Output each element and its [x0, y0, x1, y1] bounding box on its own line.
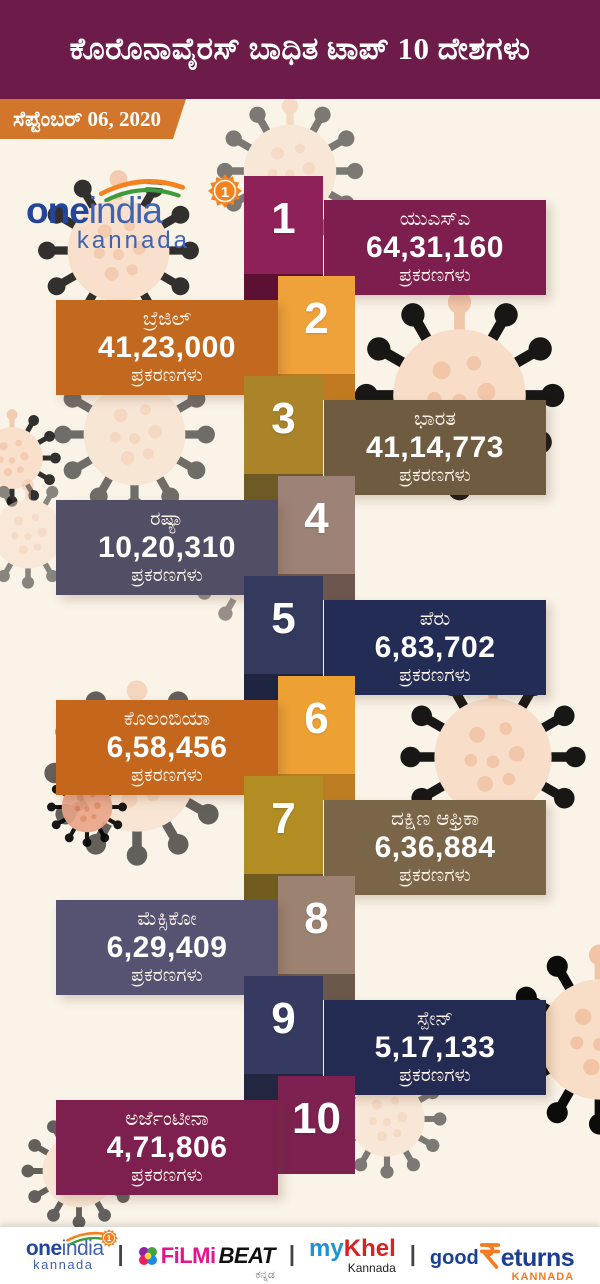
- separator: |: [409, 1240, 416, 1266]
- date-text: ಸೆಪ್ಟೆಂಬರ್ 06, 2020: [13, 106, 161, 131]
- number-1-badge-icon: [208, 174, 242, 208]
- footer-logo-kannada-text: kannada: [33, 1257, 94, 1273]
- cases-count: 64,31,160: [366, 231, 504, 265]
- rank-number: 4: [304, 494, 329, 543]
- rank-number: 1: [271, 194, 296, 243]
- country-name: ಬ್ರೆಜಿಲ್: [142, 308, 192, 331]
- oneindia-kannada-logo: oneindia kannada: [26, 174, 242, 255]
- filmibeat-kannada-text: ಕನ್ನಡ: [255, 1268, 275, 1281]
- country-name: ಕೊಲಂಬಿಯಾ: [123, 708, 211, 731]
- country-name: ಪೆರು: [419, 608, 451, 631]
- cases-count: 6,36,884: [374, 831, 496, 865]
- footer-goodreturns-logo: good eturns KANNADA: [429, 1241, 575, 1282]
- country-name: ಭಾರತ: [414, 408, 456, 431]
- country-name: ಯುಎಸ್‌ಎ: [399, 208, 471, 231]
- country-name: ದಕ್ಷಿಣ ಆಫ್ರಿಕಾ: [390, 808, 480, 831]
- cases-count: 41,23,000: [98, 331, 236, 365]
- country-name: ಮೆಕ್ಸಿಕೋ: [137, 908, 197, 931]
- separator: |: [288, 1240, 296, 1266]
- cases-count: 6,29,409: [106, 931, 228, 965]
- mykhel-my-text: my: [309, 1235, 344, 1262]
- cases-count: 6,58,456: [106, 731, 228, 765]
- filmibeat-filmi-text: FiLMi: [160, 1242, 216, 1268]
- goodreturns-kannada-text: KANNADA: [511, 1270, 575, 1283]
- cases-label: ಪ್ರಕರಣಗಳು: [131, 1164, 203, 1186]
- country-name: ರಷ್ಯಾ: [150, 508, 184, 531]
- country-name: ಅರ್ಜೆಂಟೀನಾ: [125, 1108, 209, 1131]
- tricolor-swoosh-icon: [88, 176, 196, 202]
- virus-illustration: [0, 408, 62, 508]
- logo-kannada-text: kannada: [76, 227, 190, 254]
- mykhel-kannada-text: Kannada: [347, 1261, 396, 1275]
- filmibeat-pinwheel-icon: [138, 1246, 157, 1265]
- footer-oneindia-logo: oneindia kannada: [25, 1229, 118, 1273]
- goodreturns-eturns-text: eturns: [500, 1243, 575, 1272]
- rank-number: 6: [304, 694, 329, 743]
- footer-bar: oneindia kannada | FiLMi BEAT ಕನ್ನಡ | myK…: [0, 1227, 600, 1284]
- rank-number: 7: [271, 794, 296, 843]
- rank-number: 5: [271, 594, 296, 643]
- country-case-box: ಪೆರು 6,83,702 ಪ್ರಕರಣಗಳು: [324, 600, 546, 695]
- rank-number: 10: [292, 1094, 341, 1143]
- rank-number: 9: [271, 994, 296, 1043]
- cases-label: ಪ್ರಕರಣಗಳು: [399, 464, 471, 486]
- goodreturns-good-text: good: [429, 1246, 479, 1269]
- cases-label: ಪ್ರಕರಣಗಳು: [399, 264, 471, 286]
- header-banner: ಕೊರೊನಾವೈರಸ್ ಬಾಧಿತ ಟಾಪ್ 10 ದೇಶಗಳು: [0, 0, 600, 99]
- footer-logo-one-text: one: [25, 1237, 62, 1261]
- date-ribbon: ಸೆಪ್ಟೆಂಬರ್ 06, 2020: [0, 99, 186, 139]
- separator: |: [117, 1240, 124, 1266]
- cases-count: 4,71,806: [106, 1131, 228, 1165]
- logo-one-text: one: [26, 190, 90, 231]
- cases-count: 41,14,773: [366, 431, 504, 465]
- footer-filmibeat-logo: FiLMi BEAT ಕನ್ನಡ: [138, 1242, 276, 1281]
- cases-count: 10,20,310: [98, 531, 236, 565]
- rank-number: 2: [304, 294, 329, 343]
- cases-count: 5,17,133: [374, 1031, 496, 1065]
- cases-label: ಪ್ರಕರಣಗಳು: [399, 664, 471, 686]
- cases-label: ಪ್ರಕರಣಗಳು: [131, 964, 203, 986]
- cases-label: ಪ್ರಕರಣಗಳು: [399, 1064, 471, 1086]
- mykhel-khel-text: Khel: [343, 1235, 396, 1262]
- page-title: ಕೊರೊನಾವೈರಸ್ ಬಾಧಿತ ಟಾಪ್ 10 ದೇಶಗಳು: [69, 31, 531, 66]
- cases-count: 6,83,702: [374, 631, 496, 665]
- cases-label: ಪ್ರಕರಣಗಳು: [131, 564, 203, 586]
- country-name: ಸ್ಪೇನ್: [416, 1008, 454, 1031]
- rupee-icon: [479, 1242, 500, 1269]
- rank-number: 8: [304, 894, 329, 943]
- cases-label: ಪ್ರಕರಣಗಳು: [399, 864, 471, 886]
- rank-box: 10: [278, 1076, 355, 1174]
- country-case-box: ದಕ್ಷಿಣ ಆಫ್ರಿಕಾ 6,36,884 ಪ್ರಕರಣಗಳು: [324, 800, 546, 895]
- footer-mykhel-logo: myKhel Kannada: [309, 1235, 396, 1275]
- rank-number: 3: [271, 394, 296, 443]
- country-case-box: ಭಾರತ 41,14,773 ಪ್ರಕರಣಗಳು: [324, 400, 546, 495]
- country-case-box: ಮೆಕ್ಸಿಕೋ 6,29,409 ಪ್ರಕರಣಗಳು: [56, 900, 278, 995]
- filmibeat-beat-text: BEAT: [218, 1242, 276, 1268]
- country-case-box: ಅರ್ಜೆಂಟೀನಾ 4,71,806 ಪ್ರಕರಣಗಳು: [56, 1100, 278, 1195]
- number-1-badge-icon: [99, 1229, 118, 1248]
- country-case-box: ಯುಎಸ್‌ಎ 64,31,160 ಪ್ರಕರಣಗಳು: [324, 200, 546, 295]
- country-case-box: ಸ್ಪೇನ್ 5,17,133 ಪ್ರಕರಣಗಳು: [324, 1000, 546, 1095]
